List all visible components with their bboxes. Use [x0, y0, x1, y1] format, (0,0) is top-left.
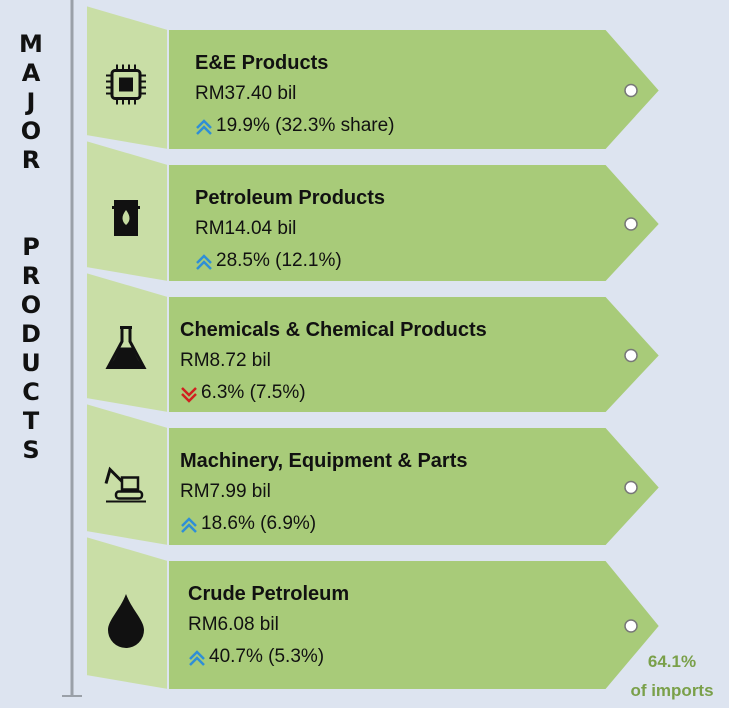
side-letter: C [22, 378, 40, 406]
item-value: RM8.72 bil [180, 350, 271, 371]
item-name: E&E Products [195, 52, 328, 74]
bullet [624, 480, 638, 495]
side-letter: D [21, 320, 41, 348]
change-share: (6.9%) [260, 513, 316, 534]
change-percent: 28.5% [216, 250, 270, 271]
item-panel [167, 295, 662, 414]
trend-arrow [196, 119, 212, 135]
bullet [624, 619, 638, 633]
change-share: (12.1%) [275, 250, 342, 271]
change-percent: 6.3% [201, 382, 244, 403]
item-name: Chemicals & Chemical Products [180, 319, 487, 341]
side-letter: O [21, 291, 41, 319]
side-letter: R [22, 262, 40, 290]
item-panel [167, 28, 662, 151]
item-change: 19.9% (32.3% share) [216, 115, 395, 136]
item-icon [106, 64, 146, 105]
side-letter: P [22, 233, 40, 261]
trend-arrow [181, 517, 197, 533]
bullet [624, 83, 638, 98]
item-change: 28.5% (12.1%) [216, 250, 342, 271]
item-value: RM7.99 bil [180, 481, 271, 502]
item-value: RM6.08 bil [188, 614, 279, 635]
side-letter: S [22, 436, 39, 464]
item-name: Machinery, Equipment & Parts [180, 450, 467, 472]
change-share: (7.5%) [250, 382, 306, 403]
item-icon [108, 594, 144, 648]
item-panel [167, 559, 662, 691]
bullet [624, 217, 638, 231]
side-letter: O [21, 117, 41, 145]
side-letter: J [25, 88, 36, 116]
trend-arrow [189, 650, 205, 666]
item-icon [105, 326, 147, 369]
trend-arrow [196, 254, 212, 270]
change-percent: 18.6% [201, 513, 255, 534]
side-letter: U [21, 349, 41, 377]
footer-percent: 64.1% [648, 652, 696, 671]
item-icon [112, 200, 140, 236]
bullet [624, 348, 638, 363]
side-letter: R [22, 146, 40, 174]
trend-arrow [181, 387, 197, 403]
item-value: RM37.40 bil [195, 83, 296, 104]
item-name: Crude Petroleum [188, 583, 349, 605]
side-letter: T [23, 407, 40, 435]
item-change: 40.7% (5.3%) [209, 646, 324, 667]
item-icon [104, 466, 146, 503]
icon-panel [85, 270, 169, 415]
footer-caption: of imports [630, 681, 713, 700]
item-change: 18.6% (6.9%) [201, 513, 316, 534]
icon-panel [85, 401, 169, 548]
change-share: (32.3% share) [275, 115, 394, 136]
item-name: Petroleum Products [195, 187, 385, 209]
item-panel [167, 163, 662, 283]
change-share: (5.3%) [268, 646, 324, 667]
item-change: 6.3% (7.5%) [201, 382, 306, 403]
change-percent: 19.9% [216, 115, 270, 136]
side-letter: A [22, 59, 41, 87]
change-percent: 40.7% [209, 646, 263, 667]
item-panel [167, 426, 662, 547]
item-value: RM14.04 bil [195, 218, 296, 239]
side-letter: M [19, 30, 43, 58]
